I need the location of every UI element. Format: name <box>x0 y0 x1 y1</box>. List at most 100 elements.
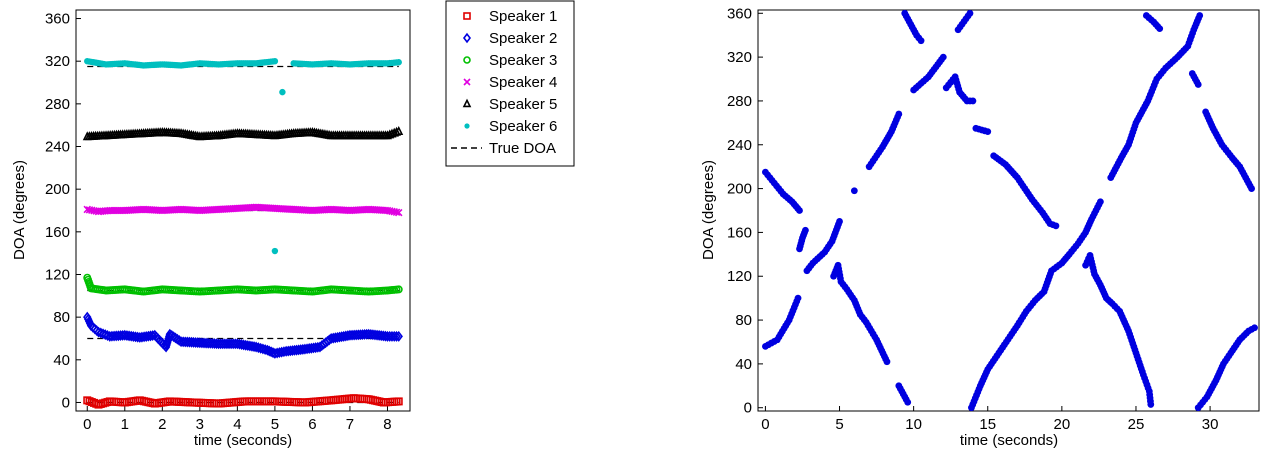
x-tick-label: 6 <box>308 416 316 433</box>
data-point <box>1096 198 1104 206</box>
data-point <box>254 342 263 354</box>
data-point <box>395 59 402 66</box>
x-tick-label: 25 <box>1128 416 1145 433</box>
data-point <box>917 37 925 45</box>
data-point <box>1248 185 1255 192</box>
y-tick-label: 240 <box>45 139 70 156</box>
data-point <box>251 341 261 353</box>
x-tick-label: 4 <box>233 416 241 433</box>
x-tick-label: 7 <box>346 416 354 433</box>
data-point <box>794 294 802 302</box>
legend-label: Speaker 6 <box>489 118 557 135</box>
x-tick-label: 30 <box>1202 416 1219 433</box>
legend-label: True DOA <box>489 140 556 157</box>
data-point <box>1156 25 1164 33</box>
left-y-axis-label: DOA (degrees) <box>11 160 28 260</box>
legend-marker <box>463 78 471 86</box>
x-tick-label: 8 <box>383 416 391 433</box>
data-point <box>850 187 858 195</box>
data-point <box>391 126 401 136</box>
data-point <box>796 207 803 214</box>
right-x-axis-label: time (seconds) <box>960 432 1058 449</box>
data-point <box>969 97 977 105</box>
data-point <box>904 398 912 406</box>
data-point <box>394 330 403 342</box>
data-point <box>98 328 108 340</box>
data-point <box>96 327 105 339</box>
y-tick-label: 200 <box>45 181 70 198</box>
data-point <box>802 226 809 234</box>
x-tick-label: 20 <box>1054 416 1071 433</box>
legend-marker <box>462 98 472 108</box>
data-point <box>101 329 110 341</box>
legend-label: Speaker 3 <box>489 52 557 69</box>
right-plot-frame <box>757 9 1260 412</box>
data-point <box>939 53 947 61</box>
legend-box <box>445 0 575 167</box>
x-tick-label: 15 <box>979 416 996 433</box>
data-point <box>394 285 403 294</box>
x-tick-label: 2 <box>158 416 166 433</box>
data-point <box>392 208 401 216</box>
legend-label: Speaker 4 <box>489 74 557 91</box>
legend-marker <box>463 12 471 20</box>
right-y-axis-label: DOA (degrees) <box>700 160 717 260</box>
legend-marker <box>463 56 471 64</box>
y-tick-label: 40 <box>53 352 70 369</box>
data-point <box>984 128 992 136</box>
y-tick-label: 0 <box>744 400 752 417</box>
y-tick-label: 240 <box>727 137 752 154</box>
y-tick-label: 80 <box>735 312 752 329</box>
data-point <box>271 57 279 65</box>
y-tick-label: 0 <box>62 394 70 411</box>
legend-label: Speaker 5 <box>489 96 557 113</box>
y-tick-label: 360 <box>45 11 70 28</box>
y-tick-label: 120 <box>727 268 752 285</box>
legend: Speaker 1 Speaker 2 Speaker 3 Speaker 4 Spea… <box>445 0 575 167</box>
y-tick-label: 360 <box>727 5 752 22</box>
data-point <box>1147 401 1155 408</box>
data-point <box>271 247 279 255</box>
data-point <box>256 342 265 354</box>
data-point <box>394 208 403 217</box>
y-tick-label: 40 <box>735 356 752 373</box>
data-point <box>1194 81 1202 88</box>
right-chart: 0 5 10 15 20 25 30 0 40 80 120 160 200 240 280 320 360 t… <box>700 5 1260 449</box>
data-point <box>895 110 903 118</box>
x-tick-label: 3 <box>196 416 204 433</box>
data-point <box>1052 222 1060 230</box>
data-point <box>279 88 286 96</box>
x-tick-label: 5 <box>835 416 843 433</box>
left-x-axis-label: time (seconds) <box>194 432 292 449</box>
legend-label: Speaker 2 <box>489 30 557 47</box>
data-point <box>94 326 103 338</box>
x-tick-label: 0 <box>83 416 91 433</box>
x-tick-label: 5 <box>271 416 279 433</box>
data-point <box>1251 324 1258 332</box>
x-tick-label: 1 <box>121 416 129 433</box>
legend-label: Speaker 1 <box>489 8 557 25</box>
data-point <box>394 397 403 406</box>
legend-marker <box>462 32 472 44</box>
legend-marker <box>464 123 470 129</box>
x-tick-label: 0 <box>761 416 769 433</box>
data-point <box>392 330 401 342</box>
y-tick-label: 160 <box>727 224 752 241</box>
data-point <box>258 343 268 355</box>
data-point <box>313 341 322 353</box>
y-tick-label: 80 <box>53 309 70 326</box>
y-tick-label: 120 <box>45 266 70 283</box>
x-tick-label: 10 <box>905 416 922 433</box>
y-tick-label: 280 <box>45 96 70 113</box>
data-point <box>883 358 891 366</box>
y-tick-label: 200 <box>727 181 752 198</box>
y-tick-label: 280 <box>727 93 752 110</box>
data-point <box>394 125 404 135</box>
data-point <box>1196 12 1204 19</box>
y-tick-label: 160 <box>45 224 70 241</box>
data-point <box>966 9 974 17</box>
y-tick-label: 320 <box>45 53 70 70</box>
data-point <box>836 218 843 225</box>
